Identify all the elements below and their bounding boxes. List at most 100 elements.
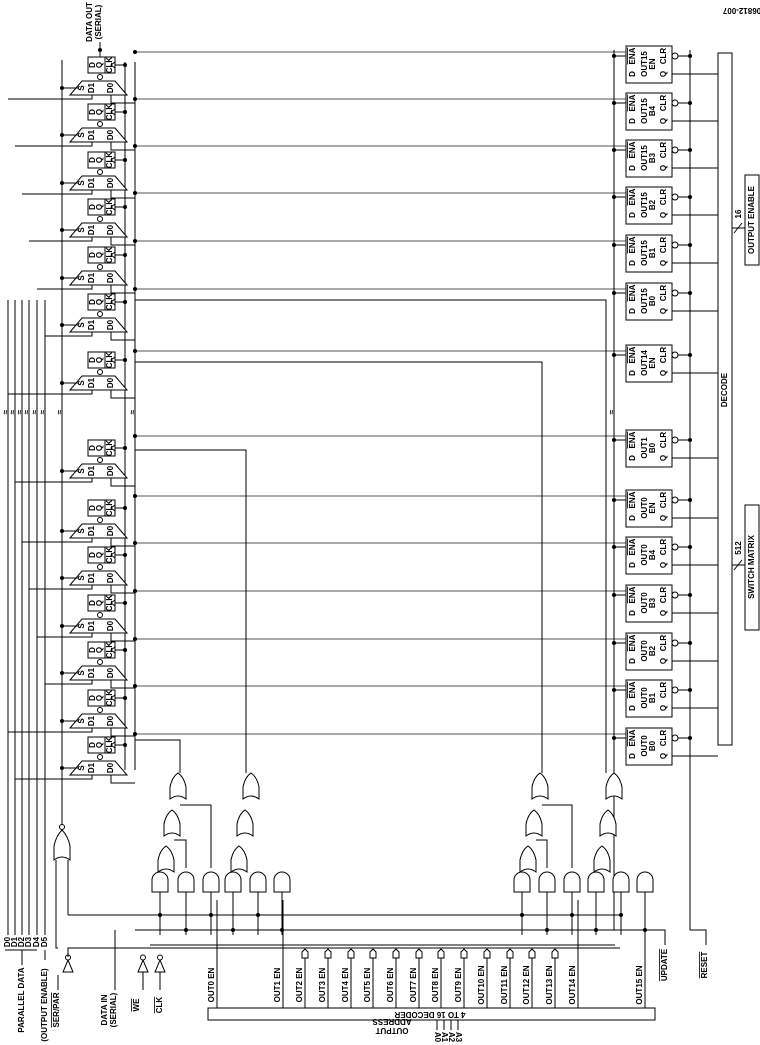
- junction-dot: [520, 913, 524, 917]
- mux-s-pin-label: S: [77, 468, 86, 474]
- mux-output-bubble: [97, 707, 103, 713]
- inverter-bubble: [157, 954, 163, 961]
- junction-dot: [133, 589, 137, 593]
- register-ena-label: ENA: [628, 634, 637, 651]
- reset-wire: [690, 929, 707, 945]
- and-gate: [177, 871, 195, 893]
- multiplexer: [68, 618, 129, 634]
- ff-q-pin-label: Q: [95, 357, 104, 363]
- junction-dot: [133, 349, 137, 353]
- junction-dot: [60, 228, 64, 232]
- clr-bubble: [671, 241, 679, 249]
- register-box: [625, 92, 673, 131]
- clr-bubble: [671, 686, 679, 694]
- shift-stage: [68, 103, 129, 143]
- junction-dot: [60, 181, 64, 185]
- decoder-output-label-5: OUT5 EN: [363, 967, 372, 1002]
- or-gate: [242, 772, 260, 800]
- shift-stage: [68, 736, 129, 776]
- mux-output-bubble: [97, 369, 103, 375]
- mux-s-pin-label: S: [77, 227, 86, 233]
- unconnected-terminal-icon: [392, 948, 400, 959]
- decoder-output-label-9: OUT9 EN: [454, 967, 463, 1002]
- mux-s-pin-label: S: [77, 275, 86, 281]
- shift-stage: [68, 293, 129, 333]
- and-gate: [202, 871, 220, 893]
- junction-dot: [123, 506, 127, 510]
- register-d-label: D: [628, 705, 637, 711]
- register-box: [625, 45, 673, 84]
- d0-wire: [110, 775, 135, 784]
- register-out15-b4: [625, 92, 679, 131]
- register-q-label: Q: [659, 308, 668, 314]
- multiplexer: [68, 760, 129, 776]
- mux-d1-pin-label: D1: [87, 465, 96, 476]
- multiplexer: [68, 665, 129, 681]
- parallel-input-wire: [8, 95, 93, 100]
- shift-stage: [68, 689, 129, 729]
- ff-q-pin-label: Q: [95, 505, 104, 511]
- clock-edge-icon: [110, 251, 116, 259]
- ff-d-pin-label: D: [88, 357, 97, 363]
- register-bit-name: B0: [648, 740, 657, 751]
- junction-dot: [619, 913, 623, 917]
- multiplexer: [68, 375, 129, 391]
- register-d-label: D: [628, 370, 637, 376]
- register-output-name: OUT1: [640, 437, 649, 459]
- register-box: [625, 186, 673, 225]
- ff-q-pin-label: Q: [95, 62, 104, 68]
- bus-width-slash: [733, 222, 743, 234]
- clock-edge-icon: [110, 504, 116, 512]
- mux-d0-pin-label: D0: [106, 525, 115, 536]
- parallel-input-wire: [8, 390, 93, 395]
- or-gate: [236, 809, 254, 837]
- junction-dot: [209, 913, 213, 917]
- and-gate: [224, 871, 242, 893]
- register-box: [625, 679, 673, 718]
- mux-d0-pin-label: D0: [106, 377, 115, 388]
- clr-bubble: [671, 591, 679, 599]
- ff-d-pin-label: D: [88, 600, 97, 606]
- ff-q-pin-label: Q: [95, 742, 104, 748]
- register-bit-name: EN: [648, 502, 657, 513]
- shift-stage: [68, 246, 129, 286]
- register-bit-name: B1: [648, 247, 657, 258]
- ff-d-pin-label: D: [88, 647, 97, 653]
- mux-output-bubble: [97, 216, 103, 222]
- register-d-label: D: [628, 658, 637, 664]
- break-mark-icon: ≈: [38, 409, 47, 414]
- junction-dot: [123, 446, 127, 450]
- clock-edge-icon: [110, 298, 116, 306]
- register-box: [625, 139, 673, 178]
- mux-d1-pin-label: D1: [87, 715, 96, 726]
- decoder-output-label-10: OUT10 EN: [477, 965, 486, 1004]
- input-label-d1: D1: [10, 936, 19, 947]
- or-gate: [605, 772, 623, 800]
- ff-clk-pin-label: CLK: [105, 247, 114, 264]
- junction-dot: [123, 648, 127, 652]
- clock-edge-icon: [110, 694, 116, 702]
- multiplexer: [68, 570, 129, 586]
- parallel-input-wire: [29, 585, 93, 590]
- clr-bubble: [671, 193, 679, 201]
- mux-s-pin-label: S: [77, 322, 86, 328]
- register-q-label: Q: [659, 515, 668, 521]
- input-label-d4: D4: [32, 936, 41, 947]
- parallel-input-wire: [22, 190, 93, 195]
- and-gate: [587, 871, 605, 893]
- register-ena-label: ENA: [628, 94, 637, 111]
- mux-d0-pin-label: D0: [106, 319, 115, 330]
- decoder-output-label-11: OUT11 EN: [500, 965, 509, 1004]
- mux-output-bubble: [97, 311, 103, 317]
- mux-s-pin-label: S: [77, 623, 86, 629]
- junction-dot: [133, 732, 137, 736]
- mux-output-bubble: [97, 74, 103, 80]
- register-d-label: D: [628, 260, 637, 266]
- break-mark-icon: ≈: [22, 409, 31, 414]
- register-bit-name: B3: [648, 597, 657, 608]
- junction-dot: [123, 743, 127, 747]
- mux-d1-pin-label: D1: [87, 82, 96, 93]
- multiplexer: [68, 270, 129, 286]
- unconnected-terminal-icon: [506, 948, 514, 959]
- clr-bubble: [671, 146, 679, 154]
